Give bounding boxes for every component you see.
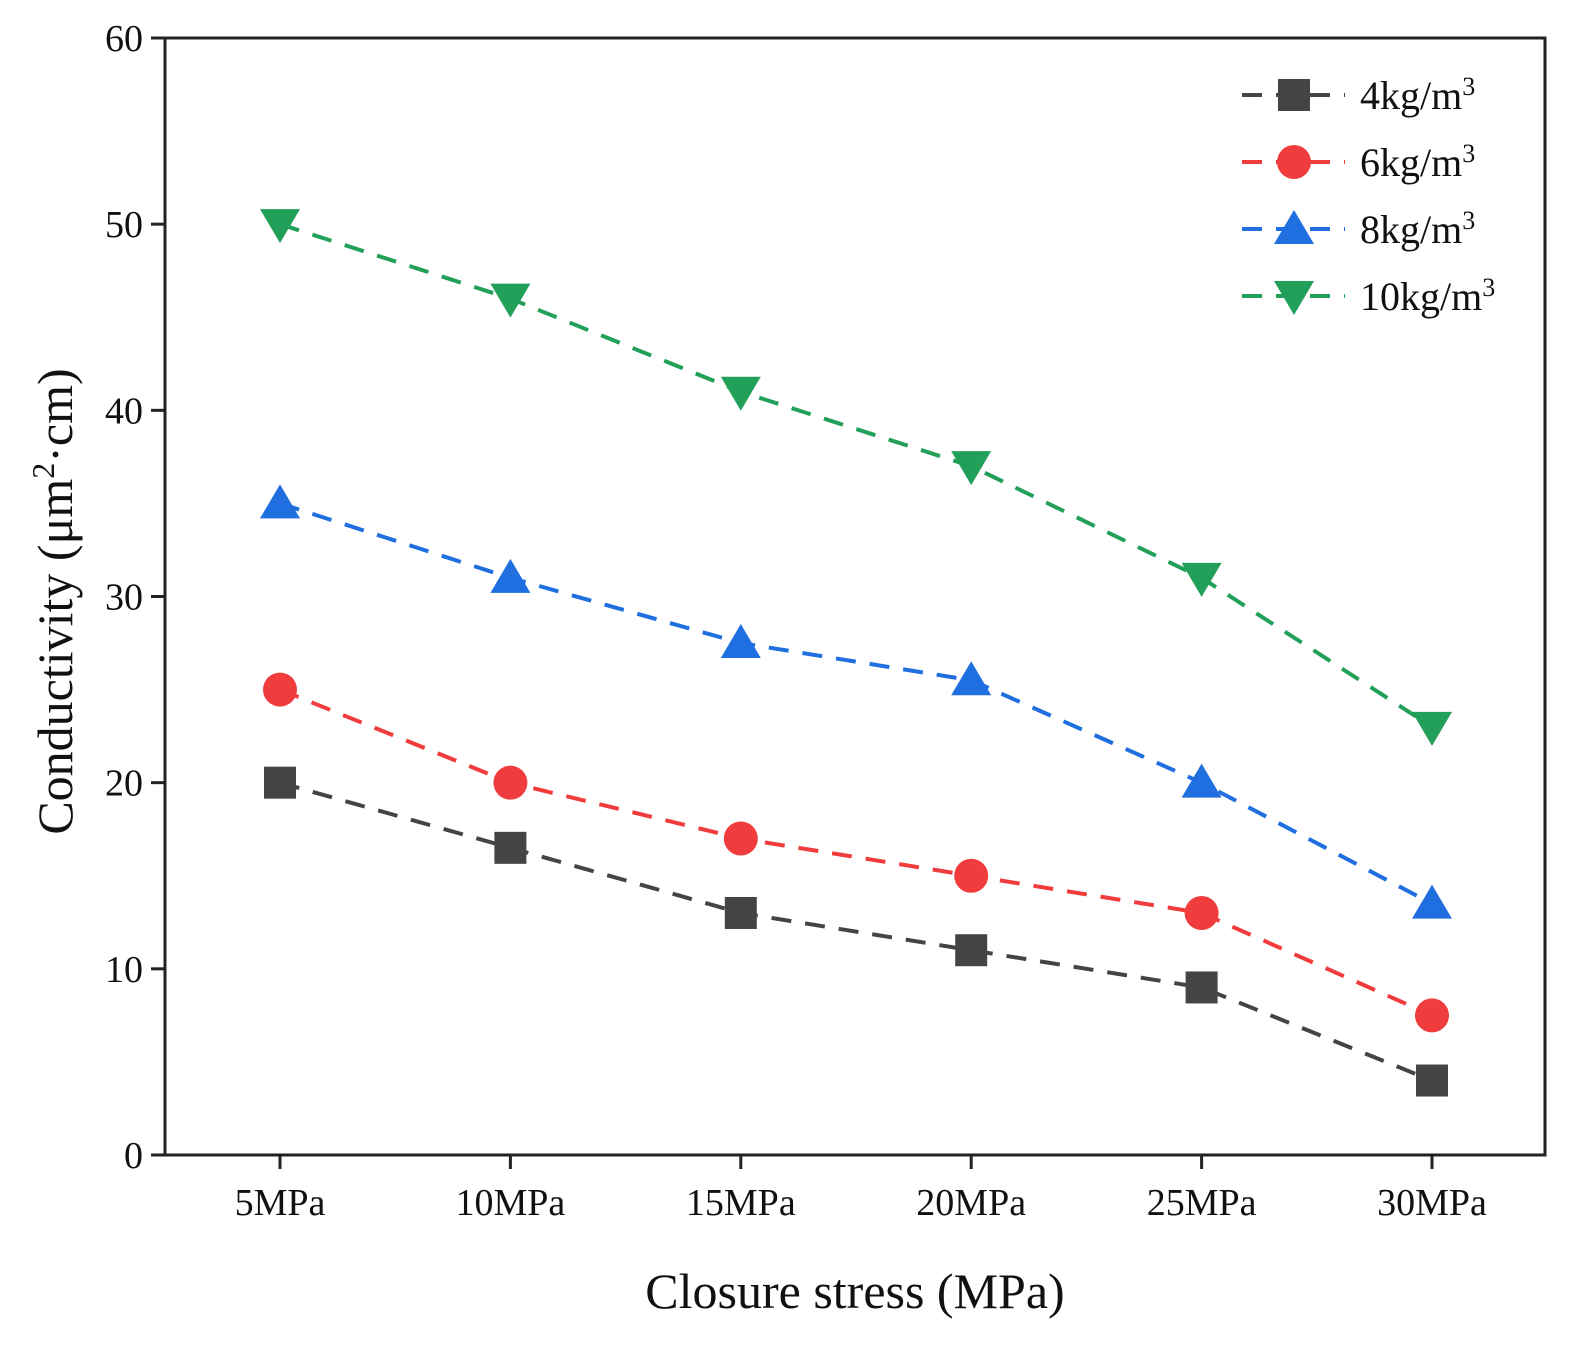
- data-point: [1181, 562, 1222, 597]
- legend-marker: [1274, 210, 1314, 244]
- data-point: [955, 934, 988, 967]
- data-point: [1412, 711, 1452, 746]
- data-point: [951, 661, 992, 696]
- data-point: [493, 765, 528, 800]
- series-2: [263, 672, 1449, 1033]
- y-axis-title-prefix: Conductivity (μm: [27, 479, 83, 835]
- data-point: [490, 558, 531, 593]
- legend-marker: [1278, 79, 1310, 111]
- x-tick-label: 10MPa: [456, 1182, 566, 1224]
- series-3: [260, 484, 1452, 919]
- data-point: [1181, 763, 1222, 798]
- data-point: [263, 672, 297, 707]
- legend-label: 6kg/m3: [1360, 139, 1475, 186]
- series-1: [264, 766, 1448, 1097]
- series-line: [279, 780, 1433, 1083]
- legend-label-sup: 3: [1462, 72, 1475, 101]
- data-point: [1184, 895, 1219, 930]
- legend-label-text: 10kg/m: [1360, 274, 1482, 319]
- legend-label-sup: 3: [1462, 206, 1475, 235]
- legend-marker: [1274, 281, 1314, 315]
- legend-item: 8kg/m3: [1242, 206, 1475, 253]
- y-tick-label: 10: [105, 949, 143, 991]
- y-tick-label: 20: [105, 763, 143, 805]
- data-point: [260, 209, 300, 244]
- x-tick-label: 5MPa: [235, 1182, 326, 1224]
- data-point: [1185, 971, 1218, 1004]
- x-tick-label: 30MPa: [1377, 1182, 1487, 1224]
- legend-label-text: 4kg/m: [1360, 73, 1462, 118]
- series-4: [260, 209, 1452, 746]
- data-point: [1412, 884, 1452, 919]
- legend-label: 8kg/m3: [1360, 206, 1475, 253]
- legend-marker: [1277, 145, 1311, 179]
- x-axis-ticks: 5MPa 10MPa 15MPa 20MPa 25MPa 30MPa: [235, 1155, 1487, 1224]
- legend-label-text: 6kg/m: [1360, 140, 1462, 185]
- legend-label-sup: 3: [1482, 273, 1495, 302]
- data-point: [720, 376, 761, 411]
- legend-label-sup: 3: [1462, 139, 1475, 168]
- series-layer: [260, 209, 1452, 1097]
- data-point: [720, 624, 761, 659]
- data-point: [490, 283, 531, 318]
- legend-label: 10kg/m3: [1360, 273, 1495, 320]
- data-point: [954, 858, 989, 893]
- data-point: [264, 766, 296, 799]
- y-tick-label: 0: [124, 1135, 143, 1177]
- legend-label-text: 8kg/m: [1360, 207, 1462, 252]
- data-point: [1416, 1064, 1448, 1097]
- data-point: [723, 821, 758, 856]
- x-axis-title: Closure stress (MPa): [645, 1263, 1064, 1319]
- y-axis-title: Conductivity (μm2·cm): [25, 368, 83, 834]
- y-axis-ticks: 0 10 20 30 40 50 60: [105, 18, 165, 1177]
- legend-item: 10kg/m3: [1242, 273, 1495, 320]
- y-tick-label: 60: [105, 18, 143, 60]
- y-axis-title-sup: 2: [25, 463, 61, 479]
- data-point: [724, 896, 757, 929]
- x-tick-label: 15MPa: [686, 1182, 796, 1224]
- series-line: [279, 222, 1434, 729]
- data-point: [1415, 998, 1449, 1033]
- y-tick-label: 30: [105, 577, 143, 619]
- legend-item: 4kg/m3: [1242, 72, 1475, 119]
- x-tick-label: 25MPa: [1147, 1182, 1257, 1224]
- legend-label: 4kg/m3: [1360, 72, 1475, 119]
- data-point: [260, 484, 300, 519]
- legend-item: 6kg/m3: [1242, 139, 1475, 186]
- y-axis-title-suffix: ·cm): [27, 368, 83, 462]
- series-line: [279, 687, 1433, 1018]
- data-point: [951, 451, 992, 486]
- y-tick-label: 50: [105, 204, 143, 246]
- data-point: [494, 831, 527, 864]
- x-tick-label: 20MPa: [916, 1182, 1026, 1224]
- y-tick-label: 40: [105, 390, 143, 432]
